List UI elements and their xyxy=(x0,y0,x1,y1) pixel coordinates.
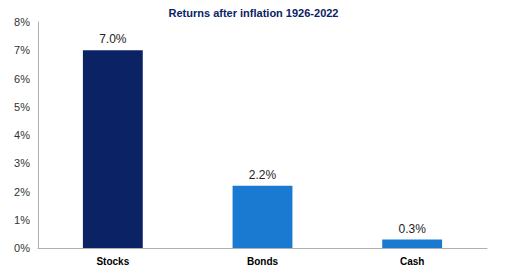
svg-text:5%: 5% xyxy=(14,101,30,113)
svg-text:0.3%: 0.3% xyxy=(398,222,426,236)
svg-text:Bonds: Bonds xyxy=(247,256,279,267)
svg-text:2.2%: 2.2% xyxy=(249,168,277,182)
svg-text:Returns after inflation 1926-2: Returns after inflation 1926-2022 xyxy=(169,7,339,19)
svg-text:3%: 3% xyxy=(14,157,30,169)
svg-text:2%: 2% xyxy=(14,186,30,198)
svg-text:8%: 8% xyxy=(14,16,30,28)
svg-text:7.0%: 7.0% xyxy=(99,32,127,46)
svg-text:Cash: Cash xyxy=(400,256,424,267)
svg-text:6%: 6% xyxy=(14,73,30,85)
svg-text:0%: 0% xyxy=(14,242,30,254)
svg-text:1%: 1% xyxy=(14,214,30,226)
svg-text:7%: 7% xyxy=(14,44,30,56)
svg-text:4%: 4% xyxy=(14,129,30,141)
svg-text:Stocks: Stocks xyxy=(96,256,129,267)
